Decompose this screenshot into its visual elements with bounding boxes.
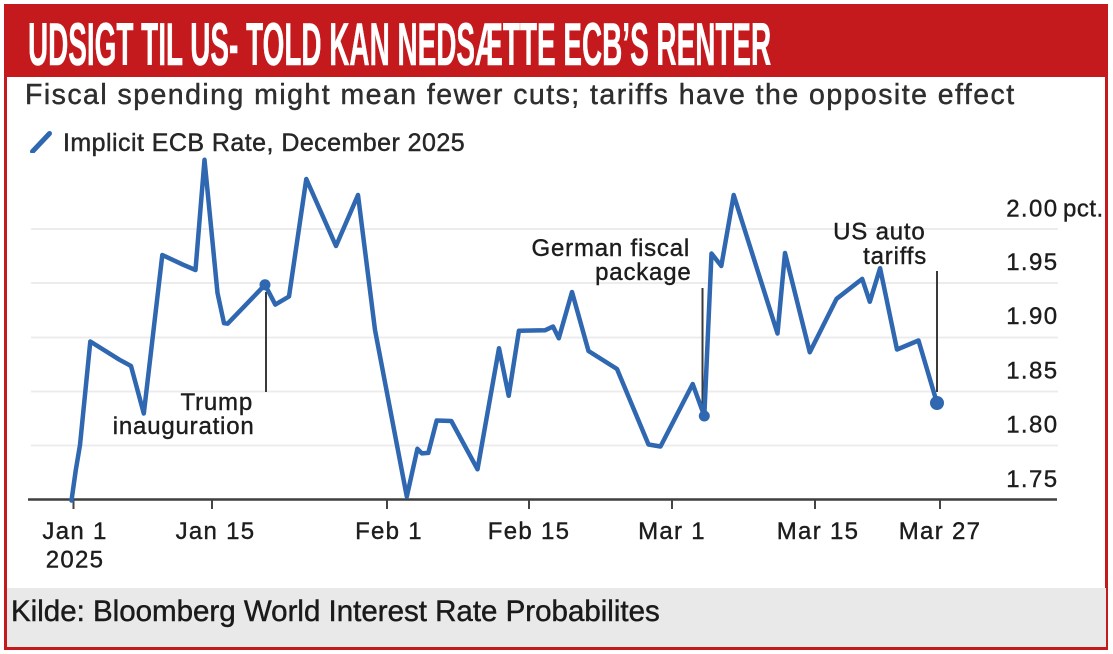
svg-text:1.90: 1.90 <box>1006 303 1058 330</box>
svg-text:German fiscal: German fiscal <box>532 235 690 262</box>
svg-text:Jan 1: Jan 1 <box>42 518 107 545</box>
svg-text:1.85: 1.85 <box>1006 358 1058 385</box>
svg-text:pct.: pct. <box>1063 196 1104 223</box>
svg-text:Mar 27: Mar 27 <box>899 518 982 545</box>
svg-text:1.95: 1.95 <box>1006 249 1058 276</box>
svg-text:US auto: US auto <box>833 219 925 246</box>
svg-text:1.75: 1.75 <box>1006 466 1058 493</box>
svg-text:tariffs: tariffs <box>863 243 927 270</box>
svg-text:Jan 15: Jan 15 <box>176 518 256 545</box>
svg-text:Trump: Trump <box>181 389 253 416</box>
svg-text:Feb 1: Feb 1 <box>355 518 423 545</box>
svg-text:inauguration: inauguration <box>113 413 255 440</box>
svg-text:Feb 15: Feb 15 <box>488 518 571 545</box>
svg-text:Mar 15: Mar 15 <box>777 518 860 545</box>
svg-text:2.00: 2.00 <box>1006 196 1058 223</box>
svg-text:2025: 2025 <box>46 547 105 574</box>
svg-text:Mar 1: Mar 1 <box>638 518 706 545</box>
svg-text:package: package <box>595 259 691 286</box>
svg-text:1.80: 1.80 <box>1006 412 1058 439</box>
